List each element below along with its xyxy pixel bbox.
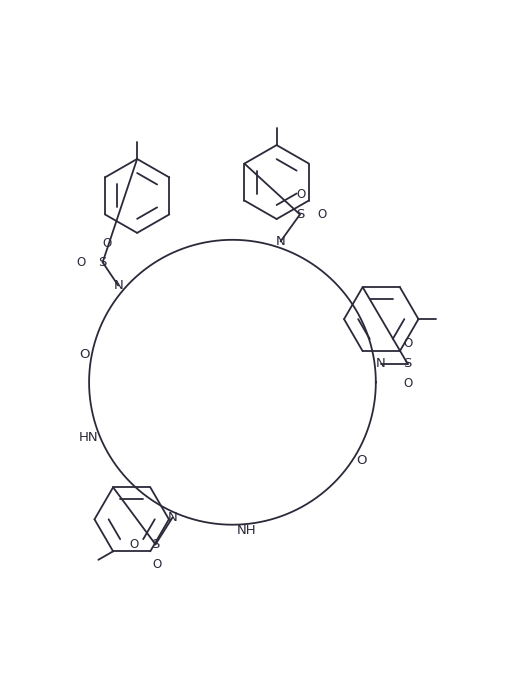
Text: O: O — [103, 236, 112, 249]
Text: O: O — [403, 337, 412, 350]
Text: O: O — [317, 208, 326, 221]
Text: O: O — [403, 377, 412, 390]
Text: O: O — [76, 256, 85, 269]
Text: N: N — [376, 357, 386, 370]
Text: S: S — [99, 256, 107, 269]
Text: O: O — [297, 188, 306, 201]
Text: N: N — [113, 279, 123, 292]
Text: O: O — [152, 558, 162, 571]
Text: N: N — [168, 511, 177, 524]
Text: NH: NH — [237, 525, 257, 538]
Text: O: O — [79, 348, 90, 361]
Text: S: S — [403, 357, 412, 370]
Text: N: N — [276, 235, 285, 248]
Text: O: O — [357, 454, 367, 466]
Text: S: S — [151, 538, 160, 551]
Text: HN: HN — [79, 432, 99, 445]
Text: O: O — [129, 538, 138, 551]
Text: S: S — [296, 208, 304, 221]
